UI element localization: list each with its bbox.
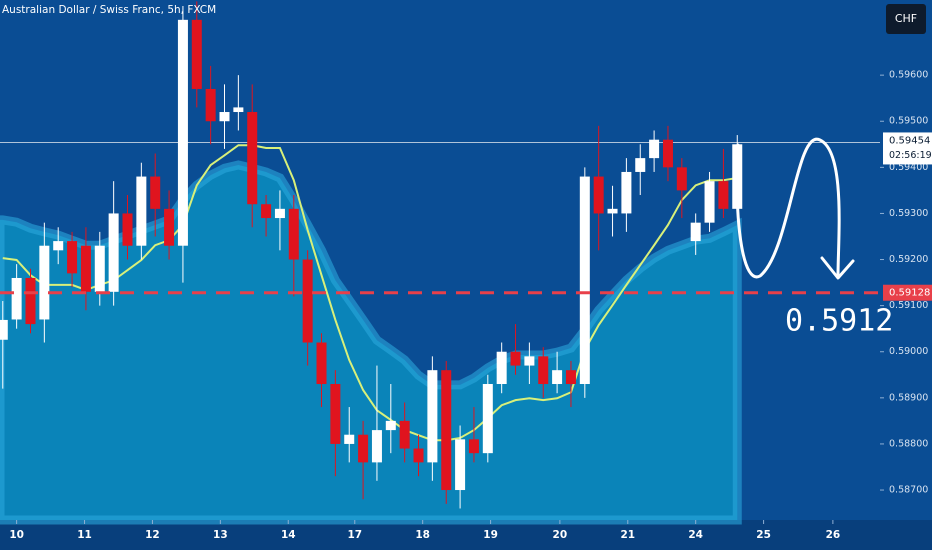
candle-body [344, 434, 355, 444]
x-axis-band [0, 520, 932, 550]
candle-body [358, 434, 369, 463]
candle-body [177, 19, 188, 246]
candle-body [676, 167, 687, 191]
x-tick-label: 21 [620, 529, 635, 541]
candle-body [94, 245, 105, 292]
level-box [883, 284, 932, 301]
y-tick-label: 0.59100 [889, 300, 928, 311]
candle-body [302, 259, 313, 343]
drawn-arrow [735, 137, 841, 279]
candle-body [552, 370, 563, 385]
currency-button[interactable] [886, 4, 926, 34]
y-tick-label: 0.58800 [889, 438, 928, 449]
candle-body [538, 356, 549, 385]
moving-average [2, 144, 738, 442]
x-tick-label: 25 [756, 529, 771, 541]
last-price-label: 0.59454 [889, 135, 930, 146]
x-tick-label: 20 [553, 529, 568, 541]
candle-body [150, 176, 161, 209]
last-price-box [883, 132, 932, 165]
candle-body [510, 351, 521, 366]
candle-body [330, 384, 341, 444]
candle-body [607, 208, 618, 214]
candle-body [524, 356, 535, 366]
y-tick-label: 0.59200 [889, 254, 928, 265]
candle-body [468, 439, 479, 454]
x-tick-label: 26 [826, 529, 841, 541]
y-tick-label: 0.58700 [889, 485, 928, 496]
candle-body [427, 370, 438, 463]
x-tick-label: 17 [347, 529, 362, 541]
annotation: 0.5912 [785, 304, 893, 339]
y-tick-label: 0.59000 [889, 346, 928, 357]
candle-body [371, 430, 382, 463]
x-tick-label: 19 [483, 529, 498, 541]
candle-body [316, 342, 327, 385]
candle-body [385, 420, 396, 431]
candle-body [565, 370, 576, 385]
x-tick-label: 13 [213, 529, 228, 541]
y-tick-label: 0.59300 [889, 208, 928, 219]
candle-body [635, 158, 646, 172]
candle-body [11, 277, 22, 320]
level-label: 0.59128 [889, 288, 930, 299]
candle-body [164, 208, 175, 246]
candle-body [579, 176, 590, 385]
candle-body [108, 213, 119, 292]
candle-body [67, 241, 78, 274]
candle-body [455, 439, 466, 491]
x-tick-label: 11 [77, 529, 92, 541]
candle-body [39, 245, 50, 320]
candle-body [122, 213, 133, 246]
candle-body [233, 107, 244, 113]
candle-body [593, 176, 604, 214]
candle-body [136, 176, 147, 246]
candle-body [53, 241, 64, 251]
candle-body [399, 420, 410, 449]
candle-body [662, 139, 673, 168]
chart-title: Australian Dollar / Swiss Franc, 5h, FXC… [2, 4, 216, 16]
y-tick-label: 0.59400 [889, 162, 928, 173]
candle-body [274, 208, 285, 219]
candle-body [25, 277, 36, 325]
candle-body [649, 139, 660, 159]
candle-body [690, 222, 701, 242]
candle-body [219, 112, 230, 122]
candle-body [621, 171, 632, 214]
arrow-head [820, 256, 855, 280]
y-tick-label: 0.59600 [889, 70, 928, 81]
candle-body [718, 181, 729, 209]
candle-body [482, 384, 493, 454]
x-tick-label: 12 [145, 529, 160, 541]
candle-body [288, 208, 299, 260]
x-tick-label: 10 [9, 529, 24, 541]
x-tick-label: 14 [281, 529, 296, 541]
candle-body [441, 370, 452, 491]
y-tick-label: 0.59500 [889, 116, 928, 127]
y-tick-label: 0.58900 [889, 392, 928, 403]
candle-body [413, 448, 424, 463]
candle-body [0, 319, 8, 340]
x-tick-label: 24 [688, 529, 703, 541]
candle-body [205, 88, 216, 122]
candle-body [704, 181, 715, 223]
candle-body [191, 19, 202, 89]
candle-body [80, 245, 91, 292]
countdown-label: 02:56:19 [889, 150, 932, 161]
candle-body [247, 112, 258, 205]
candle-body [261, 204, 272, 219]
currency-label[interactable]: CHF [895, 12, 917, 25]
x-tick-label: 18 [415, 529, 430, 541]
candle-body [496, 351, 507, 385]
